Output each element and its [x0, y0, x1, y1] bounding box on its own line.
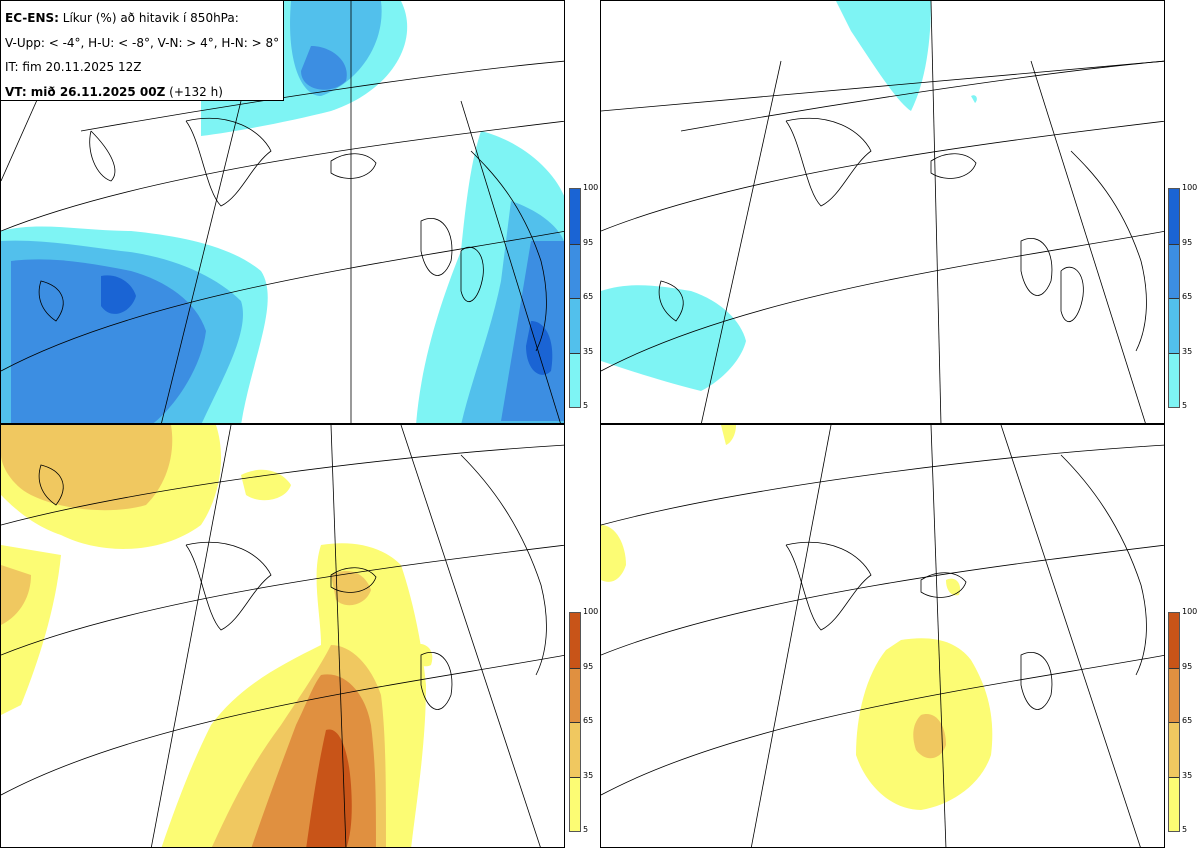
colorbar-separator — [570, 667, 580, 669]
colorbar-segment — [1169, 722, 1179, 777]
colorbar-segment — [1169, 189, 1179, 244]
colorbar-warm-bottom-right — [1168, 612, 1180, 832]
colorbar-tick-label: 100 — [1182, 183, 1198, 192]
forecast-info-box: EC-ENS: Líkur (%) að hitavik í 850hPa: V… — [1, 1, 284, 101]
colorbar-segment — [1169, 243, 1179, 298]
coastlines — [658, 117, 1147, 352]
colorbar-tick-label: 5 — [583, 825, 589, 834]
lead-time: (+132 h) — [169, 84, 223, 99]
colorbar-warm-bottom-left — [569, 612, 581, 832]
probability-map — [601, 1, 1164, 423]
colorbar-segment — [570, 298, 580, 353]
colorbar-segment — [1169, 667, 1179, 722]
colorbar-segment — [570, 667, 580, 722]
colorbar-tick-label: 65 — [583, 716, 594, 725]
colorbar-separator — [1169, 352, 1179, 354]
colorbar-tick-label: 35 — [1182, 346, 1193, 356]
colorbar-segment — [1169, 613, 1179, 668]
probability-map — [1, 1, 564, 423]
colorbar-separator — [570, 243, 580, 245]
colorbar-separator — [570, 776, 580, 778]
colorbar-tick-label: 5 — [1182, 825, 1188, 834]
colorbar-segment — [570, 189, 580, 244]
colorbar-separator — [1169, 298, 1179, 299]
colorbar-separator — [570, 722, 580, 723]
colorbar-tick-label: 5 — [583, 401, 589, 410]
colorbar-cold-top-right — [1168, 188, 1180, 408]
product-description: Líkur (%) að hitavik í 850hPa: — [62, 11, 239, 25]
map-panel-warm-plus4 — [0, 424, 565, 848]
coastlines — [38, 454, 547, 710]
colorbar-tick-label: 35 — [583, 770, 594, 780]
probability-shading — [1, 1, 564, 423]
map-panel-cold-minus4: EC-ENS: Líkur (%) að hitavik í 850hPa: V… — [0, 0, 565, 424]
colorbar-tick-label: 95 — [583, 237, 594, 247]
graticule-lines — [601, 1, 1164, 423]
probability-map — [1, 425, 564, 847]
colorbar-separator — [570, 298, 580, 299]
colorbar-tick-label: 65 — [583, 292, 594, 301]
graticule-lines — [601, 425, 1164, 847]
graticule-lines — [1, 1, 564, 423]
valid-time: VT: mið 26.11.2025 00Z — [5, 84, 166, 99]
colorbar-tick-label: 5 — [1182, 401, 1188, 410]
colorbar-tick-label: 95 — [583, 661, 594, 671]
map-panel-warm-plus8 — [600, 424, 1165, 848]
colorbar-tick-label: 95 — [1182, 237, 1193, 247]
probability-map — [601, 425, 1164, 847]
colorbar-separator — [1169, 243, 1179, 245]
colorbar-segment — [570, 243, 580, 298]
colorbar-cold-top-left — [569, 188, 581, 408]
colorbar-tick-label: 100 — [583, 183, 599, 192]
coastlines — [785, 454, 1147, 710]
colorbar-segment — [570, 352, 580, 407]
colorbar-segment — [1169, 298, 1179, 353]
probability-shading — [601, 425, 993, 810]
colorbar-tick-label: 65 — [1182, 716, 1193, 725]
colorbar-tick-label: 100 — [583, 607, 599, 616]
colorbar-tick-label: 35 — [583, 346, 594, 356]
initial-time: IT: fim 20.11.2025 12Z — [5, 60, 142, 74]
probability-shading — [601, 1, 977, 391]
probability-shading — [1, 425, 433, 847]
colorbar-separator — [1169, 722, 1179, 723]
colorbar-tick-label: 65 — [1182, 292, 1193, 301]
colorbar-separator — [1169, 667, 1179, 669]
coastlines — [38, 117, 547, 352]
map-panel-cold-minus8 — [600, 0, 1165, 424]
colorbar-tick-label: 95 — [1182, 661, 1193, 671]
colorbar-segment — [570, 722, 580, 777]
colorbar-tick-label: 35 — [1182, 770, 1193, 780]
colorbar-segment — [570, 776, 580, 831]
colorbar-separator — [570, 352, 580, 354]
graticule-lines — [1, 425, 564, 847]
colorbar-segment — [570, 613, 580, 668]
colorbar-segment — [1169, 352, 1179, 407]
colorbar-segment — [1169, 776, 1179, 831]
colorbar-tick-label: 100 — [1182, 607, 1198, 616]
model-name: EC-ENS: — [5, 11, 59, 25]
colorbar-separator — [1169, 776, 1179, 778]
threshold-legend: V-Upp: < -4°, H-U: < -8°, V-N: > 4°, H-N… — [5, 35, 280, 50]
